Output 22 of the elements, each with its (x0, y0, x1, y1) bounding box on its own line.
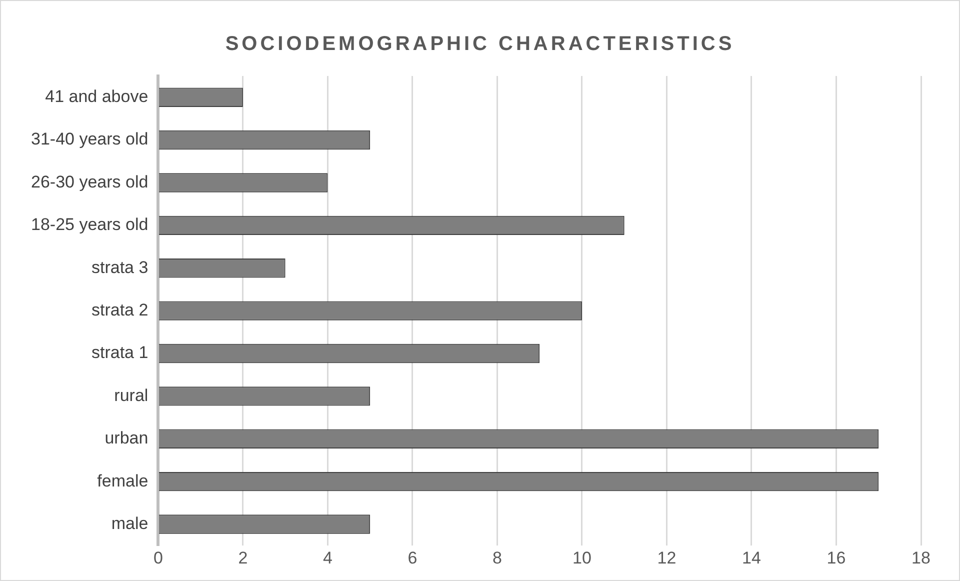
x-tick-label: 18 (912, 548, 930, 568)
x-tick-label: 2 (238, 548, 248, 568)
y-tick-label: 31-40 years old (30, 130, 148, 149)
y-tick-label: strata 2 (91, 300, 148, 320)
y-tick-label: male (111, 514, 148, 533)
y-tick-label: strata 3 (91, 258, 148, 277)
x-tick-label: 4 (322, 548, 332, 568)
x-tick-label: 8 (492, 548, 502, 568)
x-tick-label: 14 (742, 548, 761, 568)
y-tick-label: urban (104, 428, 148, 448)
x-tick-label: 16 (826, 548, 846, 568)
y-tick-label: 26-30 years old (30, 172, 148, 192)
x-tick-label: 0 (153, 548, 163, 568)
y-tick-label: 41 and above (45, 87, 148, 106)
y-tick-label: female (97, 471, 148, 490)
x-tick-label: 6 (408, 548, 418, 568)
y-tick-label: rural (114, 386, 148, 405)
chart-title: SOCIODEMOGRAPHIC CHARACTERISTICS (224, 33, 736, 56)
x-tick-label: 12 (657, 548, 676, 568)
y-tick-label: 18-25 years old (30, 215, 148, 234)
x-tick-label: 10 (572, 548, 592, 568)
y-tick-label: strata 1 (91, 343, 148, 362)
